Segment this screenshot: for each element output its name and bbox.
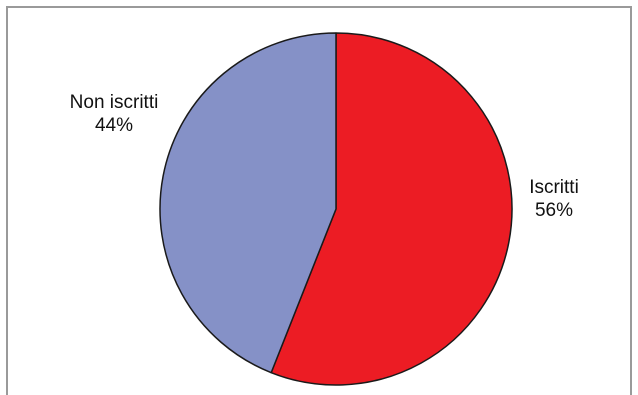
slice-label-iscritti: Iscritti xyxy=(529,177,579,198)
pie-slices xyxy=(160,33,512,385)
slice-label-non-iscritti: Non iscritti xyxy=(70,92,159,113)
slice-value-non-iscritti: 44% xyxy=(95,115,133,136)
slice-value-iscritti: 56% xyxy=(535,200,573,221)
